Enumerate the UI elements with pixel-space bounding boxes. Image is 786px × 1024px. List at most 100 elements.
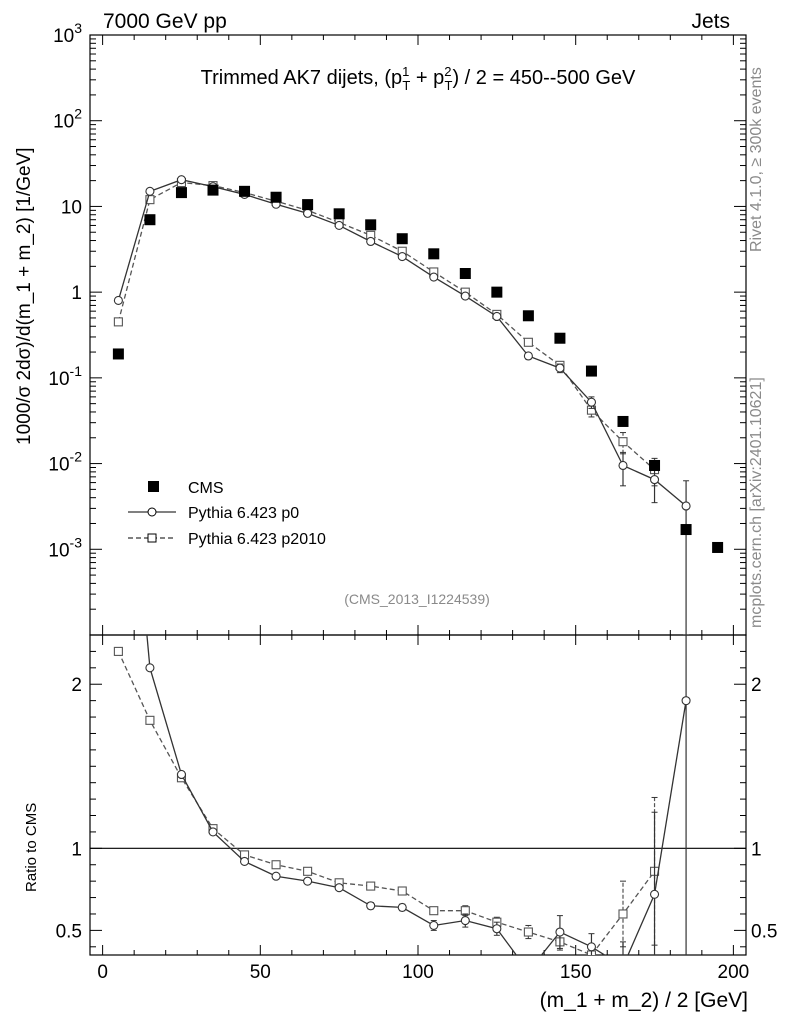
main-p0-open-circle [113,175,691,635]
title-sup1: 1 [402,64,409,79]
analysis-id: (CMS_2013_I1224539) [344,591,490,607]
ratio-p0-point [524,967,532,975]
main-p0-point [649,475,660,485]
main-p0-point [618,460,628,471]
main-p0-point [681,501,691,511]
ratio-p0-point [460,915,470,926]
ratio-p2010-point [523,927,533,937]
x-tick-label: 150 [560,962,592,983]
ratio-p0-point [429,920,439,931]
main-cms-point [522,310,534,322]
main-cms-filled-square [112,184,724,553]
legend-marker-p2010 [147,533,157,543]
main-ylabel: 1000/σ 2dσ)/d(m_1 + m_2) [1/GeV] [14,147,35,445]
main-cms-point [270,191,282,203]
ratio-p0-point [619,962,627,970]
legend-marker-p0 [147,507,157,517]
ratio-p2010-point [618,909,628,919]
title-part-c: ) / 2 = 450--500 GeV [452,67,636,89]
y-tick-label: 10 [61,197,82,218]
ratio-p0-point [555,927,565,937]
main-cms-point [617,415,629,427]
main-p2010-line [117,181,655,471]
title-sup2: 2 [444,64,451,79]
legend-label-cms: CMS [188,480,224,497]
main-p0-point [303,208,313,218]
y-tick-label: 10-1 [48,363,82,390]
legend-marker-cms [148,481,159,492]
ratio-p2010-point [145,715,155,725]
main-p2010-point [523,337,533,347]
main-p0-point [492,311,502,322]
ratio-p2010-point [303,866,313,876]
ratio-y-tick-label-right: 2 [751,675,762,696]
ratio-p0-point [586,942,597,952]
main-p2010-point [618,437,628,447]
main-p0-point [176,175,187,185]
main-p0-point [113,295,123,305]
main-cms-point [712,541,724,553]
ratio-p0-point [239,856,250,867]
legend-label-p0: Pythia 6.423 p0 [188,505,299,522]
ratio-p0-point [492,924,502,934]
ratio-p2010-open-square [113,646,660,955]
ratio-p0-point [271,871,281,881]
x-tick-label: 200 [718,962,750,983]
main-cms-point [333,208,345,220]
ratio-p0-point [681,696,691,706]
main-p2010-open-square [113,177,660,487]
main-p0-point [145,186,155,196]
legend-label-p2010: Pythia 6.423 p2010 [188,531,326,548]
ratio-y-tick-label-right: 0.5 [751,921,777,942]
ratio-y-tick-label-left: 0.5 [56,921,82,942]
main-cms-point [585,365,597,377]
ratio-y-tick-label-right: 1 [751,839,762,860]
main-cms-point [554,332,566,344]
ratio-p0-open-circle [145,635,691,975]
main-p0-point [334,220,344,230]
main-cms-point [491,286,503,298]
title-sub2: T [445,78,453,93]
main-p0-point [523,351,533,361]
ratio-y-tick-label-left: 2 [71,675,82,696]
x-tick-label: 0 [97,962,108,983]
ratio-p2010-point [397,886,407,896]
main-cms-point [365,219,377,231]
ratio-p2010-point [113,646,123,656]
y-tick-label: 102 [53,106,82,133]
legend: CMS Pythia 6.423 p0 Pythia 6.423 p2010 [128,480,326,548]
main-cms-point [459,268,471,280]
x-tick-label: 50 [250,962,271,983]
title-part-a: Trimmed AK7 dijets, (p [201,67,403,89]
main-cms-point [175,187,187,199]
main-cms-point [144,214,156,226]
ratio-p2010-point [429,906,439,916]
ratio-p0-point [208,827,218,837]
main-p0-point [397,252,407,262]
title-sub1: T [402,78,410,93]
main-cms-point [680,524,692,536]
main-p2010-point [113,317,123,327]
x-tick-label: 100 [402,962,434,983]
ratio-p0-point [334,883,344,893]
ratio-y-tick-label-left: 1 [71,839,82,860]
main-cms-point [207,184,219,196]
main-cms-point [649,459,661,471]
ratio-p0-point [649,889,660,899]
ratio-p2010-point [271,860,281,870]
ratio-p0-point [397,902,407,912]
ratio-ylabel: Ratio to CMS [23,803,40,892]
ratio-p0-point [176,769,187,780]
ratio-p0-point [145,663,155,673]
ratio-p2010-line [117,651,656,955]
main-p0-line [117,179,687,507]
main-cms-point [396,233,408,245]
y-tick-label: 103 [53,20,82,47]
main-cms-point [428,248,440,260]
main-p0-point [366,236,376,247]
main-p0-point [460,291,470,301]
y-tick-label: 1 [71,283,82,304]
y-tick-label: 10-2 [48,449,82,476]
